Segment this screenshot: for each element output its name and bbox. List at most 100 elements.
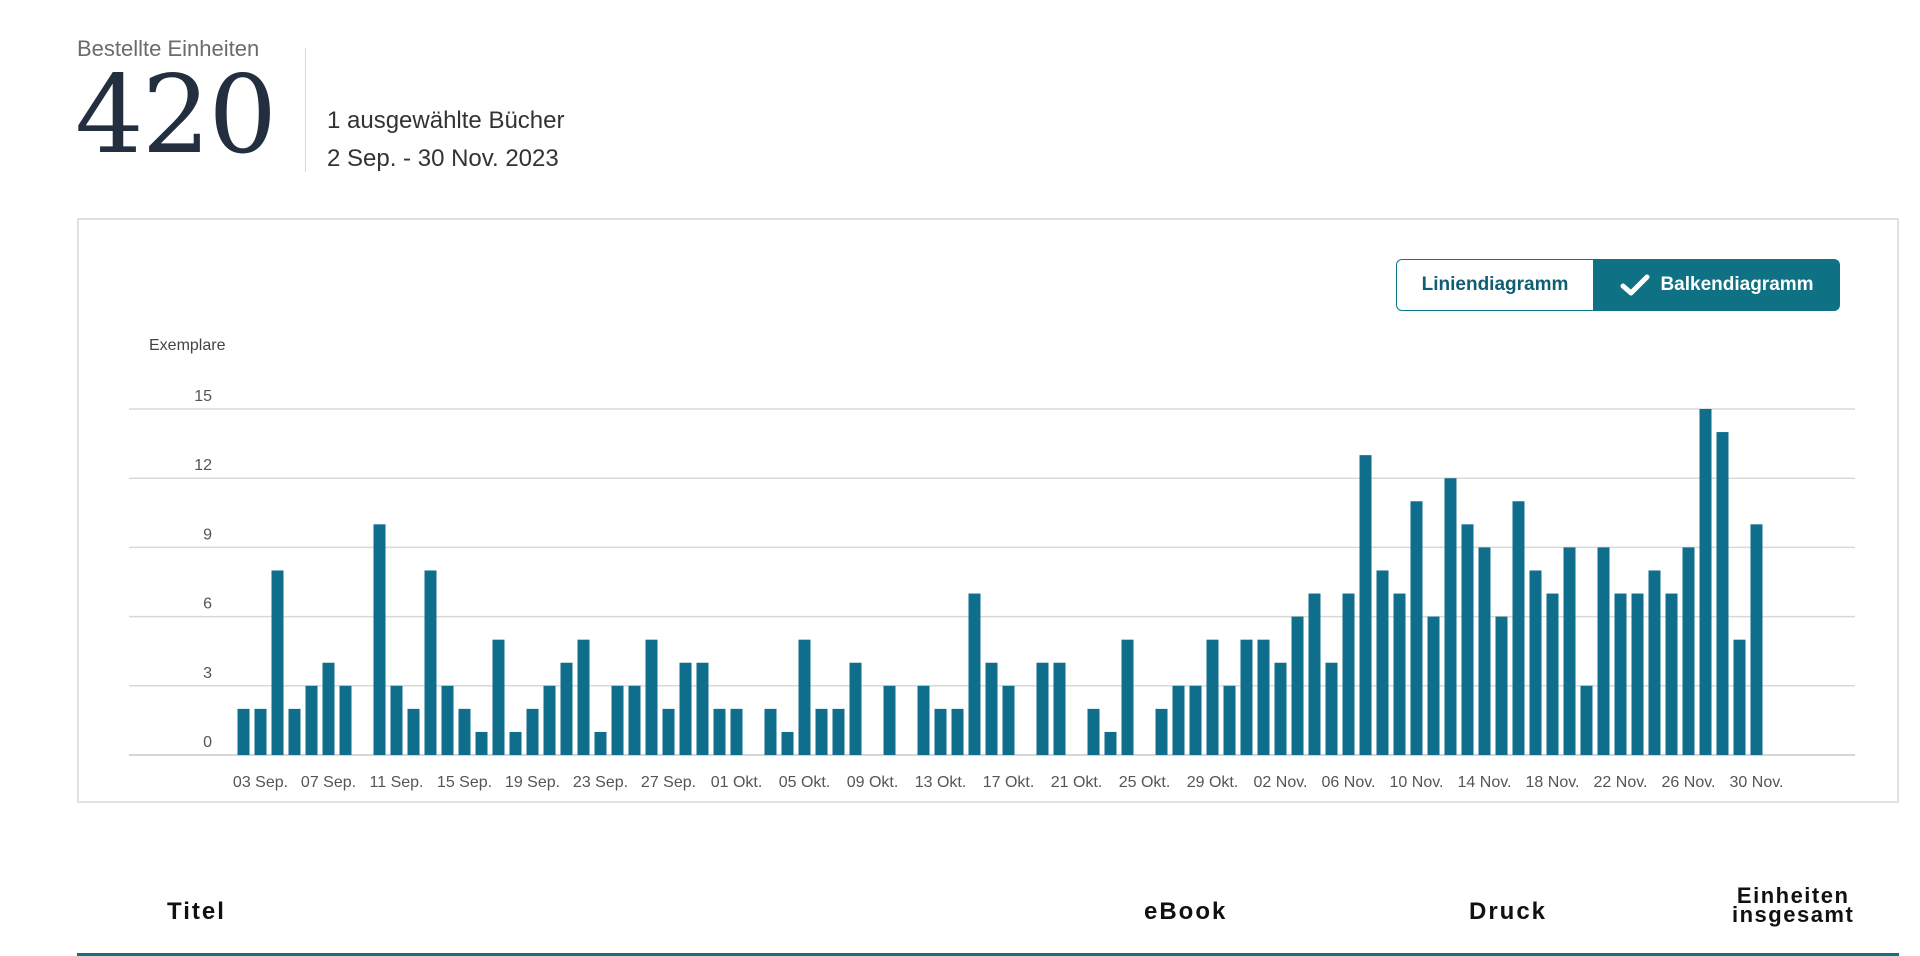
x-tick-label: 10 Nov. [1390, 774, 1444, 791]
metric-value: 420 [75, 53, 277, 178]
bar [917, 685, 930, 755]
bar [271, 570, 284, 755]
bar [1342, 593, 1355, 755]
bar [1308, 593, 1321, 755]
bar-chart-button[interactable]: Balkendiagramm [1594, 259, 1840, 311]
bar [390, 685, 403, 755]
column-header-print[interactable]: Druck [1469, 898, 1548, 925]
total-header-line-2: insgesamt [1732, 902, 1855, 927]
bar [1512, 501, 1525, 755]
bar [407, 708, 420, 755]
x-tick-label: 21 Okt. [1051, 774, 1103, 791]
bar [288, 708, 301, 755]
bar [1053, 662, 1066, 755]
bar [764, 708, 777, 755]
y-tick-label: 3 [203, 665, 212, 682]
bar [1631, 593, 1644, 755]
bar [305, 685, 318, 755]
bar [968, 593, 981, 755]
bar [1121, 639, 1134, 755]
bar [1257, 639, 1270, 755]
line-chart-label: Liniendiagramm [1421, 274, 1569, 295]
bar [696, 662, 709, 755]
bar [832, 708, 845, 755]
bar [1444, 478, 1457, 755]
bar [1427, 616, 1440, 755]
y-axis-title: Exemplare [149, 337, 226, 354]
bar [798, 639, 811, 755]
bar [1410, 501, 1423, 755]
bar [560, 662, 573, 755]
x-tick-label: 29 Okt. [1187, 774, 1239, 791]
bar [1665, 593, 1678, 755]
books-selected-text: 1 ausgewählte Bücher [327, 107, 565, 134]
bar [662, 708, 675, 755]
bar [1002, 685, 1015, 755]
table-header: Titel eBook Druck Einheiten insgesamt [77, 880, 1899, 956]
bar [849, 662, 862, 755]
check-icon [1620, 274, 1650, 296]
bar [1546, 593, 1559, 755]
chart-panel: Exemplare 0 3 6 9 12 15 03 Sep. 07 Sep. 11 Sep. 15… [77, 218, 1899, 803]
x-tick-label: 11 Sep. [370, 774, 424, 791]
x-tick-label: 02 Nov. [1254, 774, 1308, 791]
date-range-text: 2 Sep. - 30 Nov. 2023 [327, 145, 559, 172]
bar [611, 685, 624, 755]
x-tick-label: 23 Sep. [573, 774, 628, 791]
x-tick-label: 18 Nov. [1526, 774, 1580, 791]
bar [1529, 570, 1542, 755]
metric-label: Bestellte Einheiten [77, 36, 260, 61]
x-tick-label: 01 Okt. [711, 774, 763, 791]
bar [339, 685, 352, 755]
bar [1733, 639, 1746, 755]
bar [577, 639, 590, 755]
bar [1172, 685, 1185, 755]
bar [424, 570, 437, 755]
x-tick-label: 06 Nov. [1322, 774, 1376, 791]
line-chart-button[interactable]: Liniendiagramm [1396, 259, 1594, 311]
bar [1376, 570, 1389, 755]
bar [1393, 593, 1406, 755]
bar [1087, 708, 1100, 755]
y-tick-label: 9 [203, 526, 212, 543]
bar [1750, 524, 1763, 755]
total-header-line-1: Einheiten [1736, 883, 1850, 908]
bar [1240, 639, 1253, 755]
bar [934, 708, 947, 755]
bar [526, 708, 539, 755]
bar [815, 708, 828, 755]
bar [1716, 432, 1729, 755]
bar [679, 662, 692, 755]
bar [645, 639, 658, 755]
bar [1495, 616, 1508, 755]
summary-divider [305, 48, 306, 172]
bar [441, 685, 454, 755]
bar [1325, 662, 1338, 755]
bar [1478, 547, 1491, 755]
column-header-ebook[interactable]: eBook [1144, 898, 1228, 925]
x-tick-label: 07 Sep. [301, 774, 356, 791]
bar [1223, 685, 1236, 755]
x-tick-label: 17 Okt. [983, 774, 1035, 791]
y-tick-label: 15 [194, 388, 212, 405]
bar [883, 685, 896, 755]
bar [1155, 708, 1168, 755]
bar [1274, 662, 1287, 755]
y-tick-label: 6 [203, 596, 212, 613]
column-header-title[interactable]: Titel [167, 898, 226, 925]
bar [458, 708, 471, 755]
bar [1682, 547, 1695, 755]
x-tick-label: 25 Okt. [1119, 774, 1171, 791]
y-tick-label: 12 [194, 457, 212, 474]
bar [1597, 547, 1610, 755]
x-tick-label: 05 Okt. [779, 774, 831, 791]
bar [475, 731, 488, 755]
bar [951, 708, 964, 755]
bar [1563, 547, 1576, 755]
bar [730, 708, 743, 755]
column-header-total-units[interactable]: Einheiten insgesamt [1732, 883, 1855, 927]
bar [1291, 616, 1304, 755]
bar [373, 524, 386, 755]
summary-meta: 1 ausgewählte Bücher 2 Sep. - 30 Nov. 20… [327, 102, 565, 178]
bar [781, 731, 794, 755]
